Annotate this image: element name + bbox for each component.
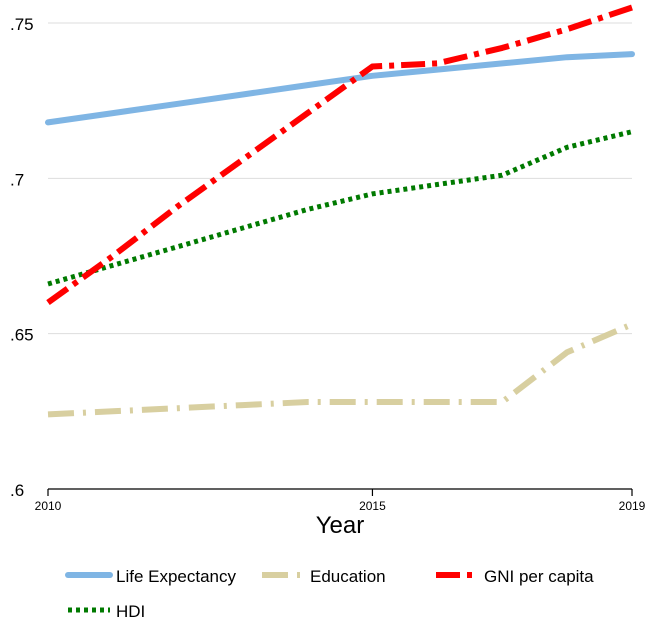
series-line-gni-per-capita bbox=[46, 4, 633, 306]
x-tick-label-0: 2010 bbox=[35, 499, 62, 513]
series-line-life-expectancy bbox=[45, 51, 635, 126]
legend-label-gni-per-capita: GNI per capita bbox=[484, 567, 594, 586]
series-line-hdi bbox=[47, 129, 633, 287]
x-tick-labels: 2010 2015 2019 bbox=[35, 489, 646, 513]
grid-lines bbox=[48, 22, 632, 335]
y-tick-label-0: .6 bbox=[10, 481, 24, 500]
legend-label-hdi: HDI bbox=[116, 602, 145, 618]
x-tick-label-1: 2015 bbox=[359, 499, 386, 513]
legend-label-education: Education bbox=[310, 567, 386, 586]
y-tick-label-2: .7 bbox=[10, 170, 24, 189]
x-axis-title: Year bbox=[316, 512, 365, 539]
y-tick-labels: .6 .65 .7 .75 bbox=[10, 15, 34, 500]
legend: Life Expectancy Education GNI per capita HD… bbox=[65, 567, 594, 618]
x-tick-label-2: 2019 bbox=[619, 499, 646, 513]
series-lines bbox=[45, 4, 635, 418]
legend-label-life-expectancy: Life Expectancy bbox=[116, 567, 237, 586]
y-tick-label-3: .75 bbox=[10, 15, 34, 34]
y-tick-label-1: .65 bbox=[10, 326, 34, 345]
series-line-education bbox=[47, 321, 634, 418]
